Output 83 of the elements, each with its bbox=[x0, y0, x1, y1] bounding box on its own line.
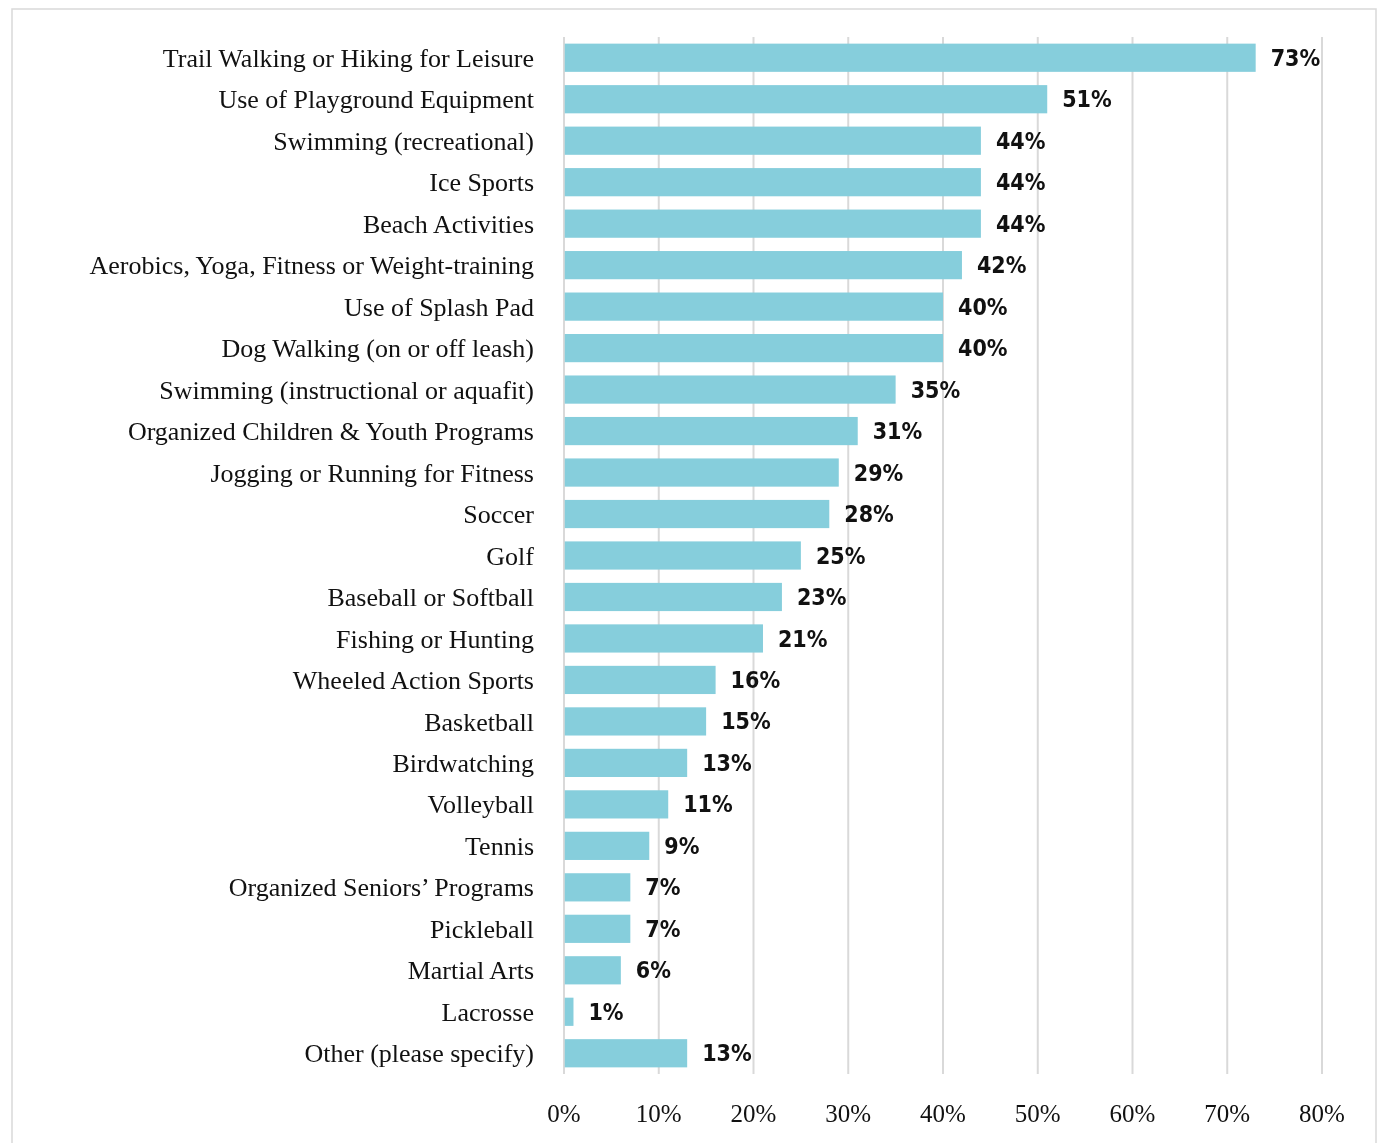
bar bbox=[564, 541, 801, 570]
y-tick-label: Swimming (instructional or aquafit) bbox=[159, 375, 534, 405]
y-tick-label: Other (please specify) bbox=[304, 1039, 534, 1069]
y-tick-label: Golf bbox=[486, 541, 535, 571]
bar bbox=[564, 43, 1256, 72]
data-label: 7% bbox=[645, 874, 681, 901]
data-label: 40% bbox=[958, 293, 1008, 320]
y-tick-label: Volleyball bbox=[427, 790, 534, 820]
bar bbox=[564, 707, 707, 736]
data-label: 44% bbox=[995, 169, 1046, 196]
data-label: 73% bbox=[1270, 44, 1321, 71]
bar bbox=[564, 790, 669, 819]
bar bbox=[564, 831, 650, 860]
y-tick-label: Organized Children & Youth Programs bbox=[127, 417, 534, 447]
bar bbox=[564, 748, 688, 777]
y-tick-label: Martial Arts bbox=[407, 956, 534, 986]
y-tick-label: Jogging or Running for Fitness bbox=[210, 458, 534, 488]
y-tick-label: Swimming (recreational) bbox=[273, 126, 534, 156]
y-tick-label: Aerobics, Yoga, Fitness or Weight-training bbox=[89, 251, 534, 281]
y-tick-label: Trail Walking or Hiking for Leisure bbox=[162, 43, 534, 73]
x-tick-label: 10% bbox=[635, 1100, 682, 1127]
bar bbox=[564, 334, 943, 363]
y-tick-label: Pickleball bbox=[430, 914, 534, 944]
data-label: 15% bbox=[721, 708, 771, 735]
data-label: 13% bbox=[702, 1040, 752, 1067]
y-tick-label: Baseball or Softball bbox=[327, 583, 534, 613]
bar bbox=[564, 251, 962, 280]
data-label: 11% bbox=[683, 791, 734, 818]
bar bbox=[564, 126, 981, 155]
data-label: 23% bbox=[796, 584, 847, 611]
data-label: 29% bbox=[853, 459, 904, 486]
y-tick-label: Beach Activities bbox=[362, 209, 534, 239]
bar bbox=[564, 375, 896, 404]
data-label: 42% bbox=[976, 252, 1027, 279]
data-label: 44% bbox=[995, 210, 1046, 237]
data-label: 31% bbox=[872, 418, 923, 445]
x-tick-label: 70% bbox=[1204, 1100, 1251, 1127]
x-tick-label: 0% bbox=[547, 1100, 581, 1127]
bar bbox=[564, 499, 830, 529]
bar bbox=[564, 168, 981, 197]
y-tick-label: Use of Splash Pad bbox=[344, 292, 534, 322]
bar bbox=[564, 209, 981, 238]
y-tick-label: Ice Sports bbox=[429, 168, 534, 198]
data-label: 35% bbox=[910, 376, 961, 403]
data-label: 51% bbox=[1062, 86, 1113, 113]
x-tick-label: 50% bbox=[1014, 1100, 1061, 1127]
bar bbox=[564, 458, 839, 487]
data-label: 13% bbox=[702, 749, 752, 776]
y-tick-label: Tennis bbox=[465, 831, 534, 861]
y-tick-label: Birdwatching bbox=[392, 749, 534, 778]
bar bbox=[564, 416, 858, 446]
bar bbox=[564, 582, 782, 612]
data-label: 7% bbox=[645, 915, 681, 942]
y-tick-label: Wheeled Action Sports bbox=[292, 666, 534, 696]
y-tick-label: Organized Seniors’ Programs bbox=[228, 873, 534, 903]
data-label: 1% bbox=[588, 998, 624, 1025]
y-tick-label: Soccer bbox=[463, 500, 535, 530]
x-tick-label: 40% bbox=[920, 1100, 966, 1127]
bar bbox=[564, 292, 943, 321]
x-tick-label: 80% bbox=[1299, 1100, 1345, 1127]
data-label: 25% bbox=[815, 542, 866, 569]
bar bbox=[564, 956, 621, 985]
bar bbox=[564, 914, 631, 943]
bar bbox=[564, 624, 763, 653]
data-label: 6% bbox=[635, 957, 672, 984]
data-label: 16% bbox=[730, 666, 781, 693]
bar bbox=[564, 873, 631, 902]
data-label: 28% bbox=[844, 501, 895, 528]
y-tick-label: Lacrosse bbox=[441, 997, 534, 1027]
x-tick-label: 60% bbox=[1109, 1100, 1156, 1127]
y-tick-label: Fishing or Hunting bbox=[336, 624, 534, 654]
y-tick-label: Use of Playground Equipment bbox=[218, 85, 535, 115]
data-label: 44% bbox=[995, 127, 1046, 154]
y-tick-label: Dog Walking (on or off leash) bbox=[221, 334, 534, 364]
data-label: 21% bbox=[777, 625, 828, 652]
x-tick-label: 30% bbox=[825, 1100, 872, 1127]
bar bbox=[564, 665, 716, 695]
data-label: 9% bbox=[664, 832, 700, 859]
y-tick-label: Basketball bbox=[424, 707, 534, 737]
x-tick-label: 20% bbox=[730, 1100, 777, 1127]
data-label: 40% bbox=[958, 335, 1008, 362]
bar bbox=[564, 1039, 688, 1068]
bar bbox=[564, 85, 1048, 114]
